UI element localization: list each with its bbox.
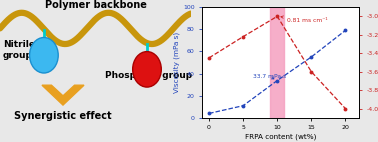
Ellipse shape [29, 37, 58, 73]
Text: Polymer backbone: Polymer backbone [45, 0, 146, 10]
Bar [270, 7, 284, 118]
Text: 33.7 mPa s: 33.7 mPa s [253, 74, 287, 79]
Text: Phosphate group: Phosphate group [105, 71, 192, 80]
Ellipse shape [133, 52, 161, 87]
Text: Nitrile
group: Nitrile group [3, 40, 35, 60]
X-axis label: FRPA content (wt%): FRPA content (wt%) [245, 133, 316, 140]
Text: 0.81 ms cm⁻¹: 0.81 ms cm⁻¹ [281, 16, 328, 23]
Y-axis label: Viscosity (mPa s): Viscosity (mPa s) [174, 32, 180, 93]
Text: Synergistic effect: Synergistic effect [14, 111, 112, 121]
Polygon shape [42, 85, 84, 105]
